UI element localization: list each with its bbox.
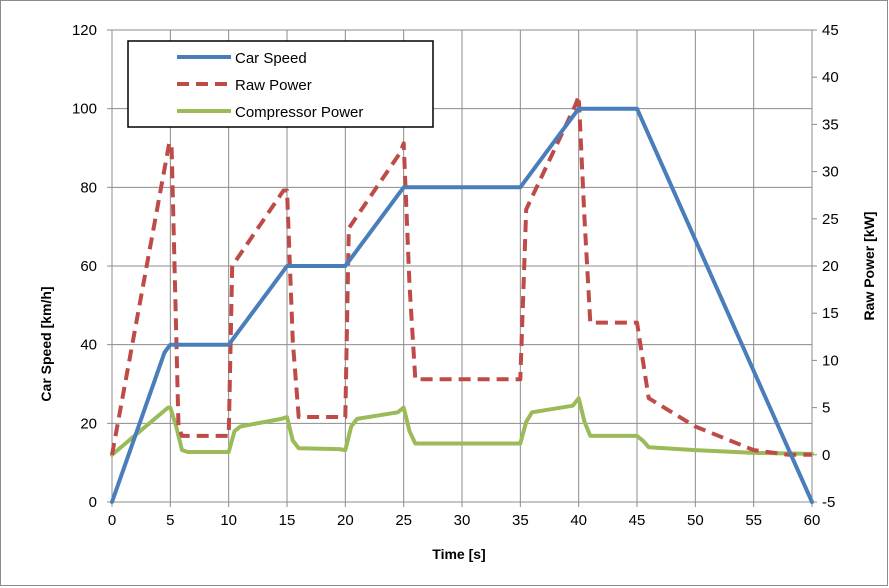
y-axis-title-left: Car Speed [km/h]	[38, 286, 54, 401]
y-right-tick-label: 25	[822, 211, 839, 228]
y-right-tick-label: 20	[822, 258, 839, 275]
axes-layer: 0 5 10 15 20 25 30 35 40 45 50 55 60020406080100120-…	[72, 22, 839, 529]
legend-label-car-speed: Car Speed	[235, 50, 307, 67]
x-tick-label: 55	[745, 512, 762, 529]
legend-label-raw-power: Raw Power	[235, 77, 312, 94]
series-layer	[110, 94, 814, 504]
x-tick-label: 35	[512, 512, 529, 529]
y-left-tick-label: 40	[80, 337, 97, 354]
x-tick-label: 5	[166, 512, 174, 529]
legend-layer: Car Speed Raw Power Compressor Power	[127, 40, 434, 128]
y-right-tick-label: 30	[822, 164, 839, 181]
y-right-tick-label: 40	[822, 69, 839, 86]
y-left-tick-label: 0	[89, 494, 97, 511]
y-right-tick-label: 35	[822, 116, 839, 133]
x-tick-label: 15	[279, 512, 296, 529]
x-tick-label: 10	[220, 512, 237, 529]
x-axis-title: Time [s]	[432, 546, 485, 562]
x-tick-label: 50	[687, 512, 704, 529]
y-axis-title-right: Raw Power [kW]	[861, 212, 877, 321]
x-tick-label: 30	[454, 512, 471, 529]
x-tick-label: 20	[337, 512, 354, 529]
y-left-tick-label: 20	[80, 415, 97, 432]
car-speed-series-line	[110, 106, 814, 504]
compressor-power-series-line	[110, 396, 814, 457]
x-tick-label: 60	[804, 512, 821, 529]
y-right-tick-label: 5	[822, 400, 830, 417]
y-left-tick-label: 120	[72, 22, 97, 39]
y-right-tick-label: 10	[822, 352, 839, 369]
x-tick-label: 25	[395, 512, 412, 529]
x-tick-label: 45	[629, 512, 646, 529]
y-right-tick-label: -5	[822, 494, 835, 511]
y-right-tick-label: 45	[822, 22, 839, 39]
legend-label-compressor-power: Compressor Power	[235, 104, 363, 121]
y-right-tick-label: 15	[822, 305, 839, 322]
y-left-tick-label: 100	[72, 101, 97, 118]
x-tick-label: 40	[570, 512, 587, 529]
y-left-tick-label: 60	[80, 258, 97, 275]
y-left-tick-label: 80	[80, 179, 97, 196]
x-tick-label: 0	[108, 512, 116, 529]
y-right-tick-label: 0	[822, 447, 830, 464]
raw-power-series-line	[110, 94, 812, 457]
